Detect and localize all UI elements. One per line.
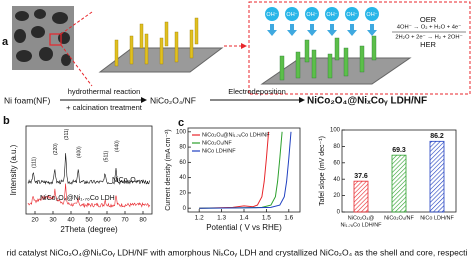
xrd-pattern bbox=[27, 183, 151, 209]
intermediate-label: NiCo₂O₄/NF bbox=[150, 95, 196, 105]
peak-label: (400) bbox=[77, 146, 83, 158]
y-tick-label: 0 bbox=[337, 210, 341, 216]
ion-bubble bbox=[285, 7, 299, 21]
x-tick-label: 1.4 bbox=[239, 215, 248, 222]
x-tick-label: 1.3 bbox=[217, 215, 226, 222]
y-tick-label: 100 bbox=[176, 129, 187, 135]
ion-bubble bbox=[345, 7, 359, 21]
value-label: 69.3 bbox=[392, 147, 406, 154]
y-tick-label: 60 bbox=[333, 160, 340, 166]
step-label: hydrothermal reaction bbox=[68, 87, 141, 96]
x-tick-label: 1.6 bbox=[284, 215, 293, 222]
y-axis-label: Intensity (a.u.) bbox=[9, 144, 18, 195]
series-label: NiCo₂O₄ bbox=[112, 177, 139, 184]
x-axis-label: Potential ( V vs RHE) bbox=[206, 223, 282, 232]
peak-label: (511) bbox=[104, 150, 110, 162]
ion-label: OH⁻ bbox=[366, 12, 377, 18]
ion-label: OH⁻ bbox=[286, 12, 297, 18]
ion-bubble bbox=[265, 7, 279, 21]
x-tick-label: 1.5 bbox=[262, 215, 271, 222]
x-tick-label: 80 bbox=[139, 217, 147, 224]
panel-label: c bbox=[178, 117, 184, 129]
y-tick-label: 60 bbox=[179, 160, 186, 166]
caption: rid catalyst NiCo₂O₄@NiₓCoᵧ LDH/NF with … bbox=[7, 247, 468, 257]
panel-a-art bbox=[12, 1, 471, 103]
ion-label: OH⁻ bbox=[266, 12, 277, 18]
step-label: Electrodeposition bbox=[228, 87, 286, 96]
bar bbox=[391, 154, 407, 213]
x-tick-label: 60 bbox=[103, 217, 111, 224]
oer-label: OER bbox=[420, 15, 437, 24]
x-tick-label: 1.2 bbox=[195, 215, 204, 222]
x-tick-label: 30 bbox=[49, 217, 57, 224]
step-label: + calcination treatment bbox=[66, 103, 143, 112]
x-tick-label: 70 bbox=[121, 217, 129, 224]
peak-label: (111) bbox=[32, 157, 38, 168]
ion-bubble bbox=[365, 7, 379, 21]
y-tick-label: 20 bbox=[179, 190, 186, 196]
oer-equation: 4OH⁻ → O₂ + H₂O + 4e⁻ bbox=[397, 25, 461, 31]
y-tick-label: 20 bbox=[333, 193, 340, 199]
x-tick-label: 20 bbox=[31, 217, 39, 224]
y-tick-label: 80 bbox=[333, 144, 340, 150]
series-label: NiCo₂O₄@Ni₁.₇₆Co LDH bbox=[40, 195, 115, 202]
ion-label: OH⁻ bbox=[306, 12, 317, 18]
ion-label: OH⁻ bbox=[346, 12, 357, 18]
x-tick-label: 40 bbox=[67, 217, 75, 224]
x-tick-label: 50 bbox=[85, 217, 93, 224]
ion-bubble bbox=[325, 7, 339, 21]
category-label: NiCo₂O₄@ bbox=[348, 215, 375, 221]
category-label: NiCo LDH/NF bbox=[420, 215, 454, 221]
lsv-curve bbox=[199, 131, 292, 209]
xrd-pattern bbox=[27, 153, 151, 186]
x-axis-label: 2Theta (degree) bbox=[60, 225, 118, 234]
y-tick-label: 80 bbox=[179, 145, 186, 151]
y-tick-label: 40 bbox=[333, 177, 340, 183]
value-label: 86.2 bbox=[430, 133, 444, 140]
category-label: Ni₁.₇₆Co LDH/NF bbox=[340, 222, 382, 228]
y-axis-label: Current density (mA cm⁻²) bbox=[165, 129, 172, 211]
start-label: Ni foam(NF) bbox=[4, 95, 50, 105]
her-equation: 2H₂O + 2e⁻ → H₂ + 2OH⁻ bbox=[395, 35, 462, 41]
bar bbox=[353, 180, 369, 213]
peak-label: (311) bbox=[64, 128, 70, 140]
y-tick-label: 0 bbox=[183, 206, 187, 212]
legend-label: NiCo LDH/NF bbox=[202, 148, 236, 154]
category-label: NiCo₂O₄/NF bbox=[384, 215, 414, 221]
value-label: 37.6 bbox=[354, 173, 368, 180]
ion-label: OH⁻ bbox=[326, 12, 337, 18]
legend-label: NiCo₂O₄/NF bbox=[202, 140, 232, 146]
peak-label: (220) bbox=[53, 143, 59, 155]
product-label: NiCo₂O₄@NiₓCoᵧ LDH/NF bbox=[307, 96, 427, 107]
ion-bubble bbox=[305, 7, 319, 21]
panel-label: b bbox=[3, 115, 10, 127]
lsv-curve bbox=[199, 131, 270, 209]
panel-label: a bbox=[2, 36, 9, 48]
legend-label: NiCo₂O₄@Ni₁.₇₆Co LDH/NF bbox=[202, 132, 270, 138]
y-tick-label: 100 bbox=[330, 128, 341, 134]
y-axis-label: Tafel slope (mV dec⁻¹) bbox=[319, 136, 326, 206]
peak-label: (440) bbox=[114, 140, 120, 152]
y-tick-label: 40 bbox=[179, 175, 186, 181]
bar bbox=[429, 140, 445, 213]
her-label: HER bbox=[420, 40, 436, 49]
